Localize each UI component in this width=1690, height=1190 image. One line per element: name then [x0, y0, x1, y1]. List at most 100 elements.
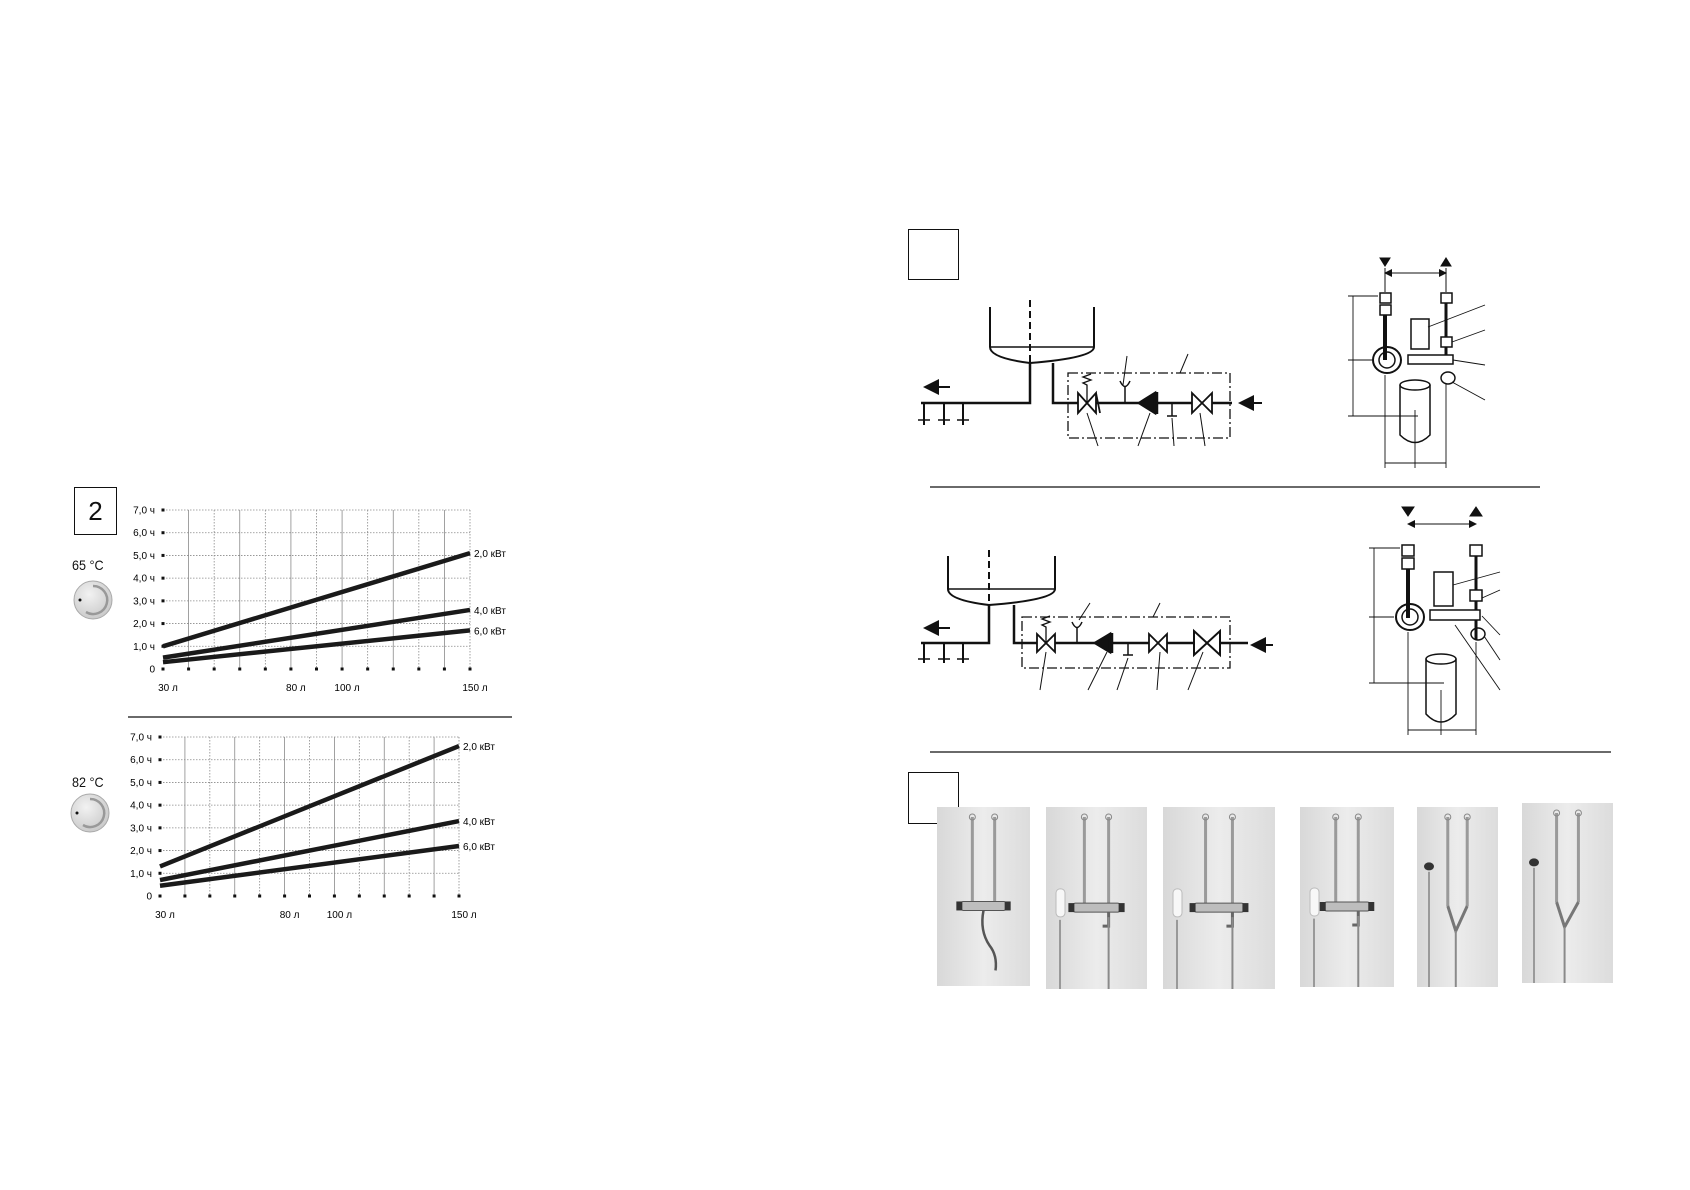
valve-cap [1574, 809, 1582, 817]
y-tick-mark [161, 599, 165, 603]
chart-82c: 0 1,0 ч 2,0 ч 3,0 ч 4,0 ч 5,0 ч 6,0 ч 7,0 ч 30 л… [130, 733, 495, 922]
safety-valve-icon [1077, 373, 1101, 416]
chart-65c: 0 1,0 ч 2,0 ч 3,0 ч 4,0 ч 5,0 ч 6,0 ч 7,0 ч 30 л… [133, 506, 506, 695]
y-tick-label: 4,0 ч [133, 574, 155, 585]
schematic-1 [918, 300, 1262, 447]
series-label: 2,0 кВт [474, 549, 506, 560]
x-tick-mark [357, 894, 361, 898]
hand-shower [1055, 888, 1066, 918]
x-tick-label: 100 л [327, 910, 352, 921]
series-line-2 [159, 843, 460, 889]
x-tick-mark [258, 894, 262, 898]
valve-cap [1463, 813, 1471, 821]
check-valve-icon [1092, 631, 1114, 655]
x-tick-mark [457, 894, 461, 898]
y-tick-label: 6,0 ч [133, 528, 155, 539]
y-tick-mark [158, 871, 162, 875]
safety-valve-icon [1036, 615, 1056, 655]
y-tick-mark [161, 576, 165, 580]
hand-shower [1309, 887, 1320, 917]
y-tick-mark [158, 803, 162, 807]
temperature-label-82: 82 °C [72, 774, 104, 790]
series-line-1 [159, 818, 460, 883]
photo-background [1417, 807, 1498, 987]
y-tick-mark [161, 622, 165, 626]
mounting-kit-drawing-2 [1369, 506, 1501, 735]
valve-cap [1332, 813, 1340, 821]
series-label: 6,0 кВт [474, 626, 506, 637]
mixer-body [1323, 901, 1371, 912]
schematic-2 [918, 550, 1273, 691]
x-tick-mark [468, 667, 472, 671]
valve-cap [1202, 813, 1210, 821]
series-line-1 [162, 607, 471, 660]
valve-cap [968, 813, 976, 821]
valve-cap [1228, 813, 1236, 821]
x-tick-label: 30 л [155, 910, 175, 921]
valve-cap [1354, 813, 1362, 821]
mixer-handle [1189, 903, 1196, 913]
y-tick-mark [158, 735, 162, 739]
y-tick-label: 1,0 ч [133, 642, 155, 653]
y-tick-mark [158, 826, 162, 830]
drain-icon [1123, 643, 1133, 656]
valve-cap [1553, 809, 1561, 817]
x-tick-label: 150 л [451, 910, 476, 921]
y-tick-label: 7,0 ч [130, 733, 152, 744]
y-tick-label: 4,0 ч [130, 801, 152, 812]
mixer-handle [1368, 902, 1375, 911]
series-label: 6,0 кВт [463, 842, 495, 853]
temperature-label-65: 65 °C [72, 557, 104, 573]
y-tick-label: 0 [149, 665, 155, 676]
drain-icon [1167, 403, 1177, 417]
leader-lines [1086, 353, 1206, 447]
mixer-body [1071, 902, 1122, 913]
faucet-photo [1046, 807, 1147, 989]
y-tick-label: 0 [146, 892, 152, 903]
spout [981, 910, 998, 971]
valve-cap [1444, 813, 1452, 821]
thermostat-dial-icon-65 [73, 580, 113, 620]
mounting-kit-drawing-1 [1348, 257, 1486, 468]
x-tick-mark [366, 667, 370, 671]
y-tick-mark [158, 780, 162, 784]
y-tick-mark [161, 667, 165, 671]
x-tick-mark [417, 667, 421, 671]
y-tick-label: 2,0 ч [130, 846, 152, 857]
x-tick-mark [332, 894, 336, 898]
x-tick-mark [407, 894, 411, 898]
shower-head [1424, 862, 1434, 871]
tank-icon [989, 300, 1095, 365]
x-tick-mark [391, 667, 395, 671]
x-tick-mark [315, 667, 318, 671]
x-tick-mark [212, 667, 216, 671]
check-valve-icon [1136, 390, 1159, 416]
hand-shower [1172, 888, 1183, 918]
faucet-photo [937, 807, 1030, 986]
mixer-handle [956, 901, 963, 911]
pressure-reducer-icon [1193, 628, 1221, 658]
valve-cap [991, 813, 999, 821]
x-tick-mark [283, 894, 287, 898]
x-tick-mark [233, 894, 237, 898]
x-tick-label: 80 л [286, 683, 306, 694]
mixer-handle [1004, 901, 1011, 911]
flow-direction-icon [1379, 257, 1452, 267]
stop-valve-icon [1148, 631, 1168, 655]
figure-number-box: 2 [74, 487, 117, 535]
x-tick-mark [289, 667, 293, 671]
x-tick-mark [432, 894, 436, 898]
valve-cap [1080, 813, 1088, 821]
tundish-icon [1119, 380, 1131, 403]
y-tick-label: 7,0 ч [133, 506, 155, 517]
mixer-handle [1319, 902, 1326, 911]
photo-background [1522, 803, 1613, 983]
mixer-handle [1118, 903, 1125, 913]
thermostat-dial-icon-82 [70, 793, 110, 833]
y-tick-mark [158, 849, 162, 853]
x-tick-mark [382, 894, 386, 898]
stop-valve-icon [1191, 390, 1213, 416]
y-tick-label: 5,0 ч [130, 778, 152, 789]
shower-head [1529, 858, 1539, 867]
